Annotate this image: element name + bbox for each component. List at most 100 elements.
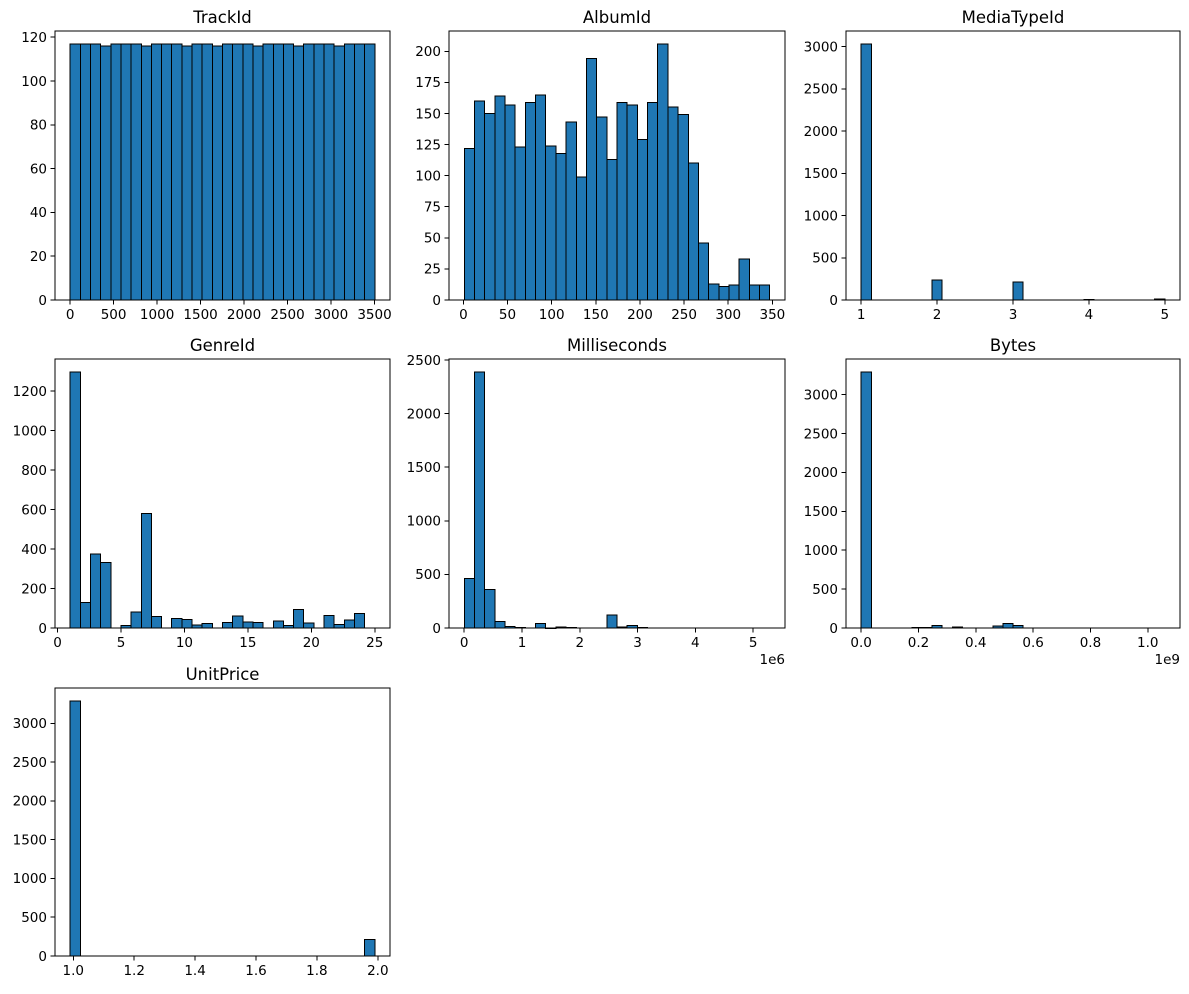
histogram-bar: [283, 44, 293, 300]
histogram-bar: [344, 620, 354, 628]
y-tick-label: 1000: [804, 208, 838, 224]
x-tick-label: 1: [857, 307, 866, 323]
histogram-bar: [304, 623, 314, 628]
histogram-bar: [365, 44, 375, 300]
y-tick-label: 200: [21, 581, 47, 597]
histogram-bar: [131, 612, 141, 628]
histogram-bar: [304, 44, 314, 300]
histogram-bar: [1003, 623, 1013, 628]
subplot-title: UnitPrice: [186, 665, 260, 684]
x-tick-label: 1.4: [184, 963, 205, 979]
y-tick-label: 0: [829, 293, 838, 309]
x-tick-label: 1.8: [306, 963, 327, 979]
y-tick-label: 0: [432, 621, 441, 637]
histogram-bar: [566, 122, 576, 300]
y-tick-label: 20: [30, 249, 47, 265]
histogram-bar: [536, 95, 546, 300]
histogram-bar: [637, 140, 647, 300]
x-tick-label: 4: [691, 635, 700, 651]
histogram-bar: [70, 372, 80, 628]
y-tick-label: 500: [415, 567, 441, 583]
histogram-bar: [464, 148, 474, 300]
y-tick-label: 60: [30, 161, 47, 177]
x-tick-label: 3500: [357, 307, 391, 323]
x-tick-label: 0: [53, 635, 62, 651]
histogram-bar: [294, 46, 304, 300]
y-tick-label: 125: [415, 137, 441, 153]
y-tick-label: 1200: [13, 384, 47, 400]
histogram-bar: [223, 622, 233, 628]
histogram-bar: [627, 105, 637, 300]
x-tick-label: 150: [583, 307, 609, 323]
histogram-bar: [688, 163, 698, 300]
histogram-bar: [464, 578, 474, 628]
histogram-bar: [253, 622, 263, 628]
x-tick-label: 1500: [183, 307, 217, 323]
y-tick-label: 200: [415, 44, 441, 60]
plot-border: [449, 359, 785, 628]
y-tick-label: 2500: [13, 755, 47, 771]
x-tick-label: 2000: [227, 307, 261, 323]
histogram-bar: [485, 589, 495, 628]
histogram-bar: [556, 153, 566, 300]
y-tick-label: 1000: [407, 514, 441, 530]
y-tick-label: 0: [38, 949, 47, 965]
x-tick-label: 200: [627, 307, 653, 323]
x-tick-label: 300: [715, 307, 741, 323]
histogram-bar: [324, 44, 334, 300]
subplot-title: GenreId: [190, 336, 255, 355]
y-tick-label: 0: [432, 293, 441, 309]
histogram-bar: [111, 44, 121, 300]
histogram-bar: [749, 285, 759, 300]
histogram-bar: [151, 44, 161, 300]
histogram-bar: [91, 44, 101, 300]
x-tick-label: 1.6: [245, 963, 266, 979]
histogram-bar: [760, 285, 770, 300]
x-tick-label: 25: [366, 635, 383, 651]
histogram-bar: [162, 44, 172, 300]
y-tick-label: 2000: [804, 465, 838, 481]
histogram-bar: [91, 554, 101, 628]
histogram-bar: [334, 46, 344, 300]
subplot-title: AlbumId: [583, 8, 651, 27]
y-tick-label: 1500: [804, 504, 838, 520]
y-tick-label: 100: [415, 168, 441, 184]
x-tick-label: 10: [176, 635, 193, 651]
y-tick-label: 0: [38, 621, 47, 637]
histogram-bar: [70, 701, 80, 956]
y-tick-label: 2500: [804, 426, 838, 442]
histogram-bar: [505, 105, 515, 300]
y-tick-label: 150: [415, 106, 441, 122]
x-tick-label: 3: [633, 635, 642, 651]
histogram-bar: [495, 621, 505, 628]
histogram-bar: [719, 286, 729, 300]
histogram-bar: [474, 101, 484, 300]
x-tick-label: 5: [749, 635, 758, 651]
x-tick-label: 350: [759, 307, 785, 323]
histogram-bar: [253, 46, 263, 300]
y-tick-label: 1000: [13, 423, 47, 439]
histogram-bar: [617, 102, 627, 300]
histogram-bar: [648, 102, 658, 300]
subplot-title: Bytes: [990, 336, 1036, 355]
x-tick-label: 0.6: [1022, 635, 1043, 651]
x-tick-label: 250: [671, 307, 697, 323]
x-tick-label: 1.0: [63, 963, 84, 979]
histogram-bar: [495, 96, 505, 300]
histogram-bar: [151, 617, 161, 628]
y-tick-label: 1000: [13, 871, 47, 887]
histogram-bar: [474, 372, 484, 628]
x-tick-label: 15: [239, 635, 256, 651]
x-tick-label: 100: [539, 307, 565, 323]
x-tick-label: 2: [933, 307, 942, 323]
histogram-bar: [354, 613, 364, 628]
histogram-bar: [243, 44, 253, 300]
histogram-bar: [709, 284, 719, 300]
histogram-bar: [861, 372, 871, 628]
x-tick-label: 20: [303, 635, 320, 651]
histogram-bar: [576, 177, 586, 300]
y-tick-label: 2000: [13, 794, 47, 810]
histogram-bar: [192, 44, 202, 300]
